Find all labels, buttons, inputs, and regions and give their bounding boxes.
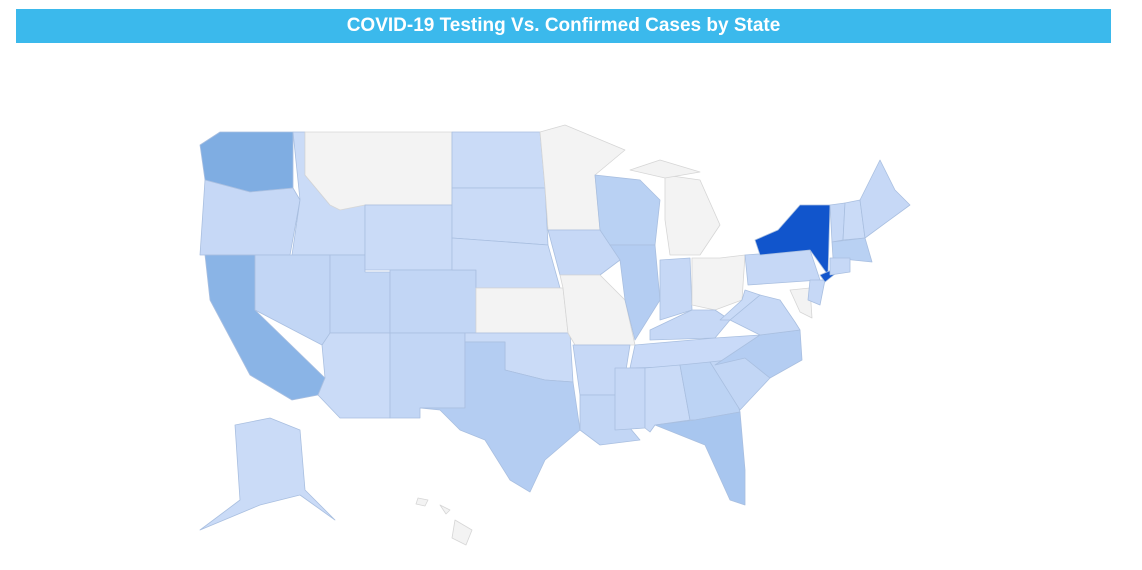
state — [451, 519, 473, 546]
state — [659, 257, 693, 321]
state — [439, 504, 451, 515]
state — [859, 159, 911, 239]
state — [829, 257, 851, 276]
state — [754, 204, 831, 276]
state — [451, 131, 546, 189]
state — [691, 254, 746, 311]
state — [415, 497, 429, 507]
state — [744, 249, 821, 286]
state — [629, 159, 701, 179]
state — [719, 289, 761, 321]
state — [304, 131, 453, 211]
state — [451, 187, 549, 246]
state — [199, 417, 336, 531]
state — [664, 174, 721, 256]
state — [829, 202, 846, 243]
state — [831, 237, 873, 263]
state — [594, 174, 661, 246]
state — [317, 332, 391, 419]
state — [654, 411, 746, 506]
title-bar: COVID-19 Testing Vs. Confirmed Cases by … — [16, 9, 1111, 43]
state — [807, 279, 826, 306]
state — [475, 287, 569, 334]
state — [364, 204, 453, 271]
title: COVID-19 Testing Vs. Confirmed Cases by … — [346, 15, 781, 36]
state — [389, 332, 466, 419]
state — [389, 269, 477, 334]
states — [199, 124, 911, 546]
state — [789, 287, 813, 319]
state — [609, 244, 661, 341]
state — [614, 367, 646, 431]
state — [419, 341, 581, 493]
